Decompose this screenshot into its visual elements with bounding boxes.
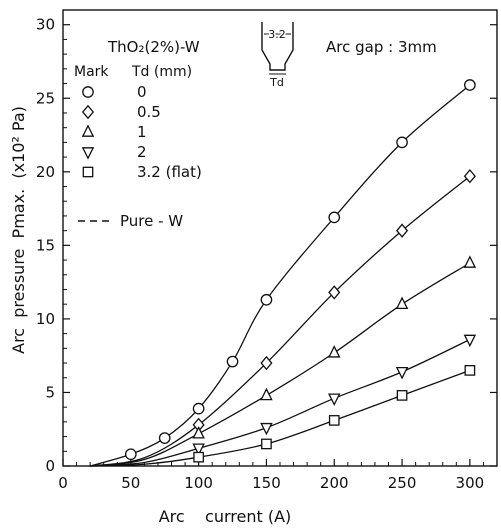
data-point-diamond: [463, 169, 476, 184]
legend-label: 2: [137, 143, 147, 161]
data-point-square: [193, 451, 204, 463]
data-point-square: [261, 438, 272, 450]
legend-label: 0.5: [137, 103, 161, 121]
x-tick-label: 200: [320, 474, 349, 492]
data-point-circle: [260, 293, 273, 306]
x-tick-label: 300: [456, 474, 485, 492]
legend: 0 0.5 1 2 3.2 (flat): [81, 83, 202, 181]
x-tick-label: 100: [184, 474, 213, 492]
x-tick-label: 50: [121, 474, 140, 492]
x-tick-label: 150: [252, 474, 281, 492]
data-point-triangle-up: [463, 255, 477, 268]
data-point-triangle-up: [395, 296, 409, 310]
series-curve-0: [89, 84, 471, 467]
legend-marker-triangle-up: [81, 124, 95, 137]
electrode-tip-diagram: 3.2 Td: [261, 22, 294, 89]
data-point-triangle-down: [395, 367, 409, 380]
x-axis-label: Arc current (A): [159, 507, 292, 526]
data-point-circle: [192, 402, 205, 415]
legend-header-mark: Mark: [74, 64, 109, 80]
y-tick-label: 25: [36, 89, 55, 107]
x-tick-label: 250: [388, 474, 417, 492]
data-point-circle: [124, 448, 137, 461]
series-curve-2: [90, 262, 471, 467]
legend-marker-circle: [82, 86, 94, 98]
x-tick-label: 0: [58, 474, 68, 492]
data-point-circle: [396, 136, 408, 149]
data-point-square: [396, 390, 408, 401]
legend-label: 0: [137, 83, 147, 101]
data-point-diamond: [396, 223, 409, 238]
legend-marker-square: [82, 166, 94, 178]
legend-header-td: Td (mm): [131, 64, 192, 80]
legend-label: 3.2 (flat): [137, 163, 202, 181]
tip-diameter-label: 3.2: [268, 28, 286, 41]
y-axis-label: Arc pressure Pmax. (x10² Pa): [9, 106, 28, 354]
data-point-square: [464, 365, 476, 376]
data-point-triangle-up: [260, 387, 273, 401]
y-tick-label: 10: [36, 310, 55, 328]
arc-gap-label: Arc gap : 3mm: [326, 38, 437, 56]
y-tick-label: 0: [45, 457, 55, 475]
y-tick-label: 20: [36, 163, 55, 181]
legend-marker-triangle-down: [81, 147, 95, 160]
legend-pure-w-label: Pure - W: [120, 212, 183, 230]
data-point-circle: [328, 211, 341, 224]
y-tick-label: 5: [45, 383, 55, 401]
legend-label: 1: [137, 123, 147, 141]
data-curves: [89, 84, 471, 467]
data-point-triangle-down: [463, 334, 477, 348]
electrode-outline: [261, 22, 294, 71]
data-point-triangle-down: [192, 443, 205, 457]
y-tick-label: 15: [36, 236, 55, 254]
data-point-triangle-up: [192, 425, 205, 439]
data-point-triangle-down: [327, 393, 341, 406]
series-curve-4: [90, 369, 471, 467]
data-point-triangle-up: [327, 345, 341, 358]
tip-td-label: Td: [269, 76, 284, 89]
data-point-diamond: [328, 285, 341, 300]
material-label: ThO₂(2%)-W: [107, 38, 200, 56]
data-point-circle: [464, 79, 476, 91]
data-point-circle: [158, 432, 171, 444]
data-markers: [124, 79, 477, 463]
data-point-triangle-down: [260, 422, 273, 436]
y-tick-label: 30: [36, 16, 55, 34]
data-point-circle: [226, 355, 239, 368]
legend-marker-diamond: [81, 104, 95, 120]
data-point-square: [328, 415, 340, 426]
data-point-diamond: [260, 355, 273, 371]
